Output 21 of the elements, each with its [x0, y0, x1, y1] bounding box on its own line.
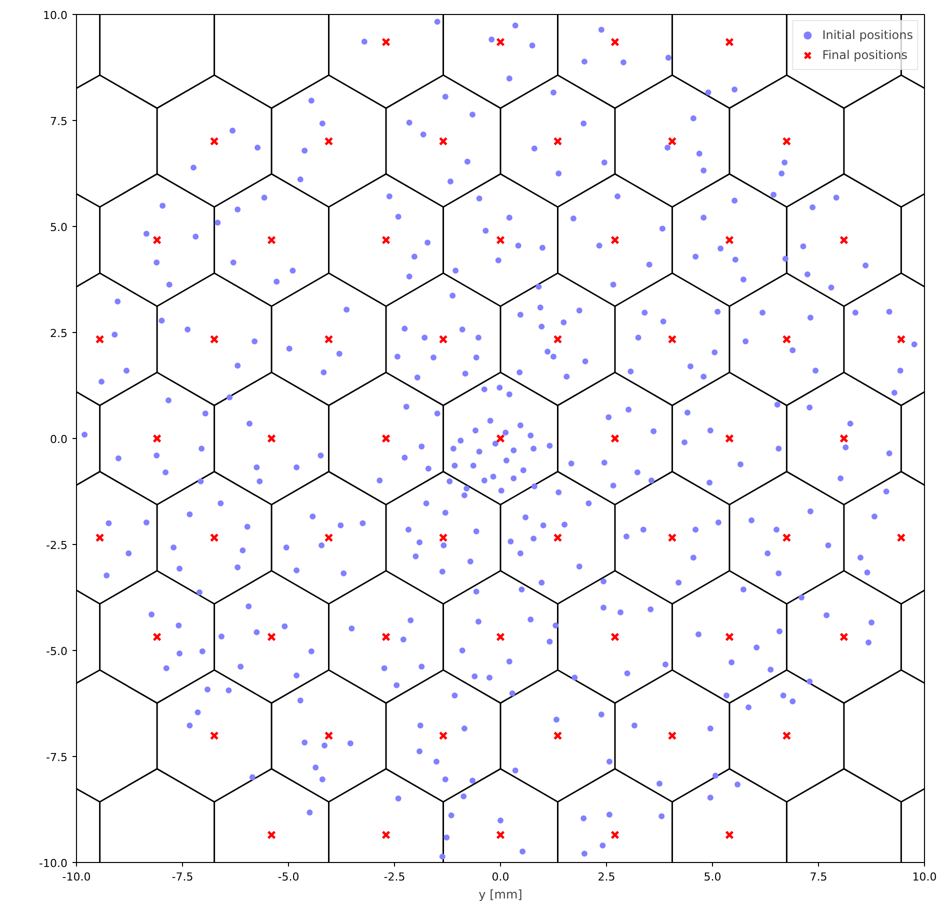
x-tick-label: -2.5 — [384, 870, 406, 884]
y-tick-label: -10.0 — [39, 857, 68, 870]
y-tick-label: -5.0 — [46, 645, 68, 658]
x-tick-label: 2.5 — [598, 870, 616, 884]
y-tick-label: 0.0 — [50, 433, 68, 446]
legend-label: Initial positions — [822, 28, 913, 42]
x-tick-label: 5.0 — [704, 870, 722, 884]
x-tick-label: -10.0 — [62, 870, 91, 884]
x-tick-label: -7.5 — [172, 870, 194, 884]
y-tick-label: 10.0 — [43, 9, 68, 22]
x-tick-label: 7.5 — [810, 870, 828, 884]
x-tick-label: 10.0 — [912, 870, 937, 884]
x-tick-label: -5.0 — [278, 870, 300, 884]
x-tick-label: 0.0 — [492, 870, 510, 884]
y-tick-label: 2.5 — [50, 327, 68, 340]
legend-label: Final positions — [822, 48, 908, 62]
x-axis-title: y [mm] — [478, 888, 522, 902]
y-tick-label: 5.0 — [50, 221, 68, 234]
y-tick-label: 7.5 — [50, 115, 68, 128]
y-tick-label: -7.5 — [46, 751, 68, 764]
y-tick-label: -2.5 — [46, 539, 68, 552]
